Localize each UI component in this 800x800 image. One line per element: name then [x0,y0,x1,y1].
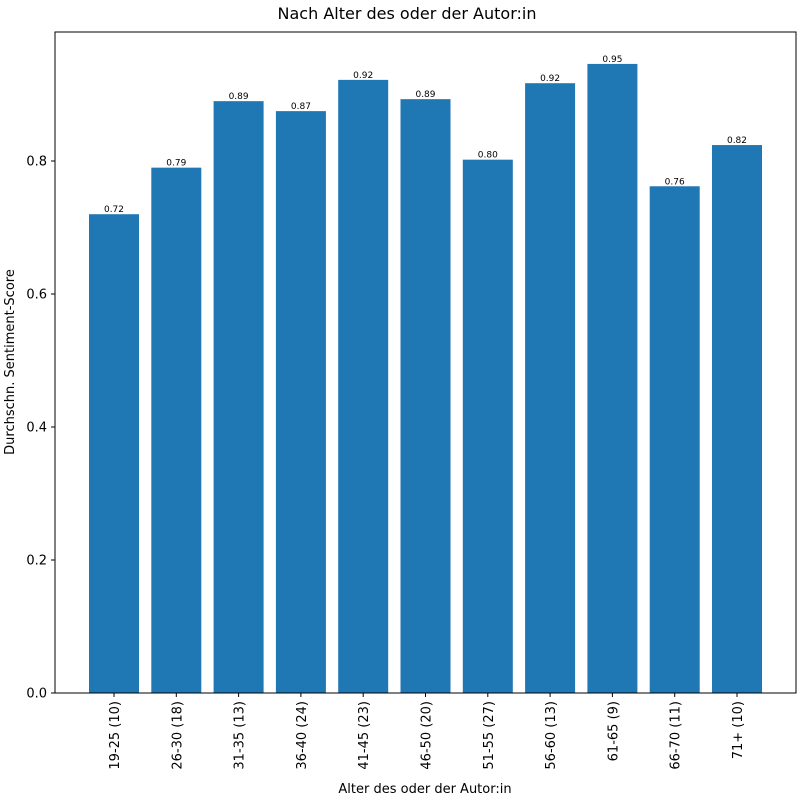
x-tick-label: 66-70 (11) [669,701,684,770]
bar-value-label: 0.92 [353,71,373,81]
x-tick-label: 71+ (10) [731,701,746,759]
bar [712,145,762,694]
bar [525,83,576,693]
y-tick-label: 0.2 [26,554,47,569]
y-tick-label: 0.4 [26,421,47,436]
y-axis-ticks: 0.0 0.2 0.4 0.6 0.8 [26,155,55,702]
chart-title: Nach Alter des oder der Autor:in [278,4,537,23]
y-axis-label: Durchschn. Sentiment-Score [3,269,18,455]
x-axis-label: Alter des oder der Autor:in [338,782,511,797]
bar-value-label: 0.95 [602,55,622,65]
bar [213,101,264,694]
x-tick-label: 41-45 (23) [357,701,372,770]
x-tick-label: 56-60 (13) [544,701,559,770]
y-tick-label: 0.8 [26,155,47,170]
bar-value-label: 0.92 [540,74,560,84]
bar-value-label: 0.80 [478,151,498,161]
plot-frame [54,31,797,694]
bar-value-label: 0.82 [727,136,747,146]
bar [338,79,389,693]
bar [275,111,326,694]
bar [400,99,451,693]
bar [587,63,638,694]
bar-value-label: 0.79 [166,159,186,169]
bar [462,159,513,693]
x-tick-label: 51-55 (27) [482,701,497,770]
bar [89,214,139,693]
y-tick-label: 0.6 [26,288,47,303]
bar-value-label: 0.89 [415,90,435,100]
x-tick-label: 61-65 (9) [606,701,621,761]
x-axis-ticks: 19-25 (10) 26-30 (18) 31-35 (13) 36-40 (24)… [108,693,746,770]
x-tick-label: 26-30 (18) [170,701,185,770]
x-tick-label: 31-35 (13) [233,701,248,770]
bar-value-label: 0.87 [291,102,311,112]
bars-group [89,63,762,694]
bar-value-label: 0.76 [665,177,685,187]
x-tick-label: 19-25 (10) [108,701,123,770]
y-tick-label: 0.0 [26,687,47,702]
bar [151,167,202,693]
x-tick-label: 36-40 (24) [295,701,310,770]
bar-value-label: 0.89 [229,92,249,102]
bar [649,186,700,694]
data-labels-group: 0.72 0.79 0.89 0.87 0.92 0.89 0.80 0.92 0.95 0.76… [104,55,747,215]
bar-value-label: 0.72 [104,205,124,215]
x-tick-label: 46-50 (20) [420,701,435,770]
